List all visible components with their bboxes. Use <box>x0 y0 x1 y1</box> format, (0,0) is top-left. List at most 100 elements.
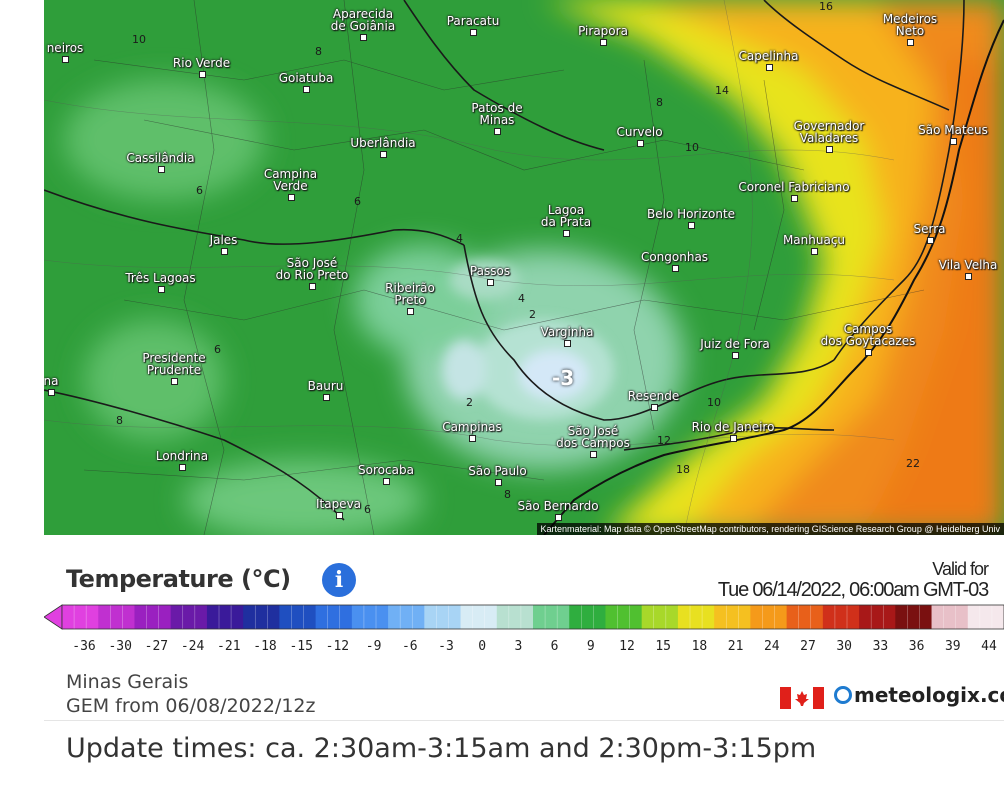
colorbar-tick-label: -15 <box>289 639 313 654</box>
info-icon[interactable]: i <box>322 563 356 597</box>
city-marker <box>671 265 679 272</box>
city-label: Jales <box>209 233 238 247</box>
colorbar-tick-label: -18 <box>253 639 277 654</box>
colorbar-segment <box>98 605 135 629</box>
colorbar-tick-label: 0 <box>478 639 487 654</box>
legend-title: Temperature (°C) <box>66 565 291 593</box>
canada-flag-icon <box>780 687 824 709</box>
colorbar-segment <box>931 605 969 629</box>
city-label: Aparecida de Goiânia <box>330 7 396 33</box>
isoline-label: 12 <box>657 434 671 447</box>
city-label: São José dos Campos <box>556 424 630 450</box>
city-label: Campinas <box>442 420 502 434</box>
city-marker <box>950 138 957 145</box>
city-marker <box>494 128 501 135</box>
colorbar-segment <box>569 605 606 629</box>
isoline-label: 6 <box>196 184 203 197</box>
colorbar-tick-label: 33 <box>872 639 889 654</box>
colorbar-segment <box>206 605 244 629</box>
colorbar-tick-label: -36 <box>72 639 96 654</box>
brand-name: meteologix.co <box>854 683 1004 707</box>
map-background <box>44 0 1004 535</box>
temperature-map[interactable]: Aparecida de Goiânia Paracatu Pirapora Mede… <box>44 0 1004 535</box>
city-marker <box>811 248 818 255</box>
colorbar-segment <box>424 605 462 629</box>
city-label: Campina Verde <box>263 167 318 193</box>
city-label: Rio Verde <box>172 56 231 70</box>
isoline-label: 4 <box>518 292 525 305</box>
isoline-label: 10 <box>707 396 721 409</box>
city-marker <box>469 435 476 442</box>
city-marker <box>865 349 872 356</box>
colorbar-segment <box>243 605 280 629</box>
colorbar-tick-label: 12 <box>619 639 635 654</box>
isoline-label: 4 <box>456 232 463 245</box>
colorbar-segment <box>315 605 353 629</box>
city-marker <box>309 283 316 290</box>
colorbar-tick-label: 44 <box>981 639 997 654</box>
city-label: Vila Velha <box>938 258 998 272</box>
city-marker <box>600 39 607 46</box>
city-marker <box>907 39 914 46</box>
city-label: São Paulo <box>468 464 527 478</box>
colorbar-tick-label: -3 <box>438 639 454 654</box>
isoline-label: 10 <box>132 33 146 46</box>
city-label: Governador Valadares <box>793 119 865 145</box>
colorbar-segment <box>822 605 860 629</box>
colorbar-segment <box>605 605 643 629</box>
legend-panel: Temperature (°C) i Valid for Tue 06/14/2… <box>44 535 1004 721</box>
city-marker <box>335 512 343 519</box>
valid-for-label: Valid for <box>932 559 989 579</box>
colorbar-tick-label: 36 <box>908 639 925 654</box>
city-label: Itapeva <box>315 497 362 511</box>
city-label: Curvelo <box>616 125 663 139</box>
colorbar-tick-label: 9 <box>586 639 595 654</box>
brand-logo[interactable]: meteologix.co <box>834 683 1004 707</box>
colorbar-tick-label: 3 <box>514 639 523 654</box>
colorbar-ticks: -36 -30 -27 -24 -21 -18 -15 -12 -9 -6 -3 0 3 6 9 12 15 18… <box>44 639 1004 659</box>
colorbar-segment <box>134 605 172 629</box>
city-marker <box>360 34 367 41</box>
colorbar-min-arrow <box>44 604 63 630</box>
isoline-label: 16 <box>819 0 833 13</box>
city-label: Coronel Fabriciano <box>738 180 850 194</box>
city-label: Patos de Minas <box>471 101 523 127</box>
colorbar-segment <box>533 605 570 629</box>
isoline-label: 8 <box>504 488 511 501</box>
isoline-label: 8 <box>656 96 663 109</box>
city-marker <box>791 195 798 202</box>
colorbar-segment <box>750 605 788 629</box>
city-marker <box>407 308 414 315</box>
isoline-label: 8 <box>116 414 123 427</box>
city-marker <box>965 273 972 280</box>
city-label: Três Lagoas <box>125 271 196 285</box>
colorbar-tick-label: 15 <box>655 639 672 654</box>
city-label: Juiz de Fora <box>700 337 770 351</box>
city-label: Lagoa da Prata <box>540 203 592 229</box>
colorbar-tick-label: 6 <box>550 639 559 654</box>
city-label: Paracatu <box>446 14 500 28</box>
isoline-label: 6 <box>364 503 371 516</box>
city-label: neiros <box>46 41 84 55</box>
city-marker <box>732 352 739 359</box>
colorbar-segment <box>714 605 751 629</box>
colorbar-segment <box>895 605 933 629</box>
colorbar-tick-label: 30 <box>836 639 853 654</box>
colorbar-tick-label: -24 <box>180 639 205 654</box>
city-marker <box>157 166 165 173</box>
city-label: São Mateus <box>918 123 988 137</box>
city-marker <box>688 222 695 229</box>
city-marker <box>650 404 658 411</box>
city-label: Serra <box>913 222 946 236</box>
colorbar-segment <box>62 605 99 629</box>
colorbar-segment <box>786 605 824 629</box>
city-label: Resende <box>627 389 680 403</box>
city-marker <box>826 146 833 153</box>
isoline-label: 10 <box>685 141 699 154</box>
colorbar-tick-label: -6 <box>401 639 418 654</box>
colorbar-segment <box>351 605 389 629</box>
city-marker <box>926 237 934 244</box>
city-marker <box>590 451 597 458</box>
isoline-label: 6 <box>354 195 361 208</box>
map-attribution[interactable]: Kartenmaterial: Map data © OpenStreetMap… <box>536 523 1004 535</box>
